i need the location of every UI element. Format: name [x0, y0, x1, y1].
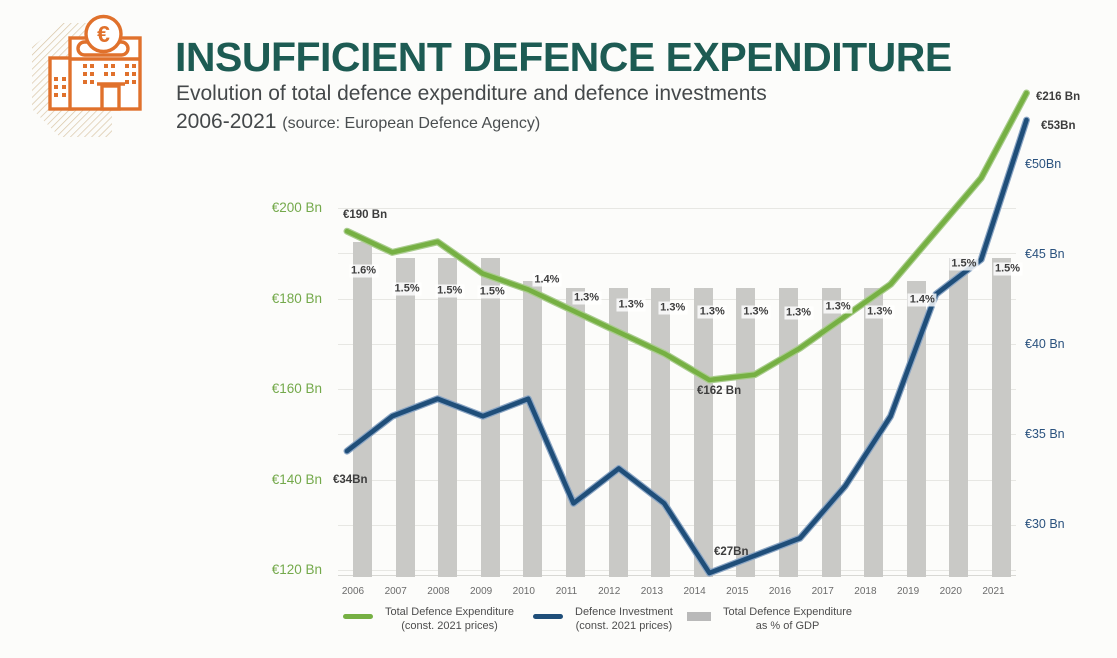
x-tick-2011: 2011: [555, 586, 578, 597]
bar-value-label-2017: 1.3%: [823, 300, 853, 314]
legend-label-sub: (const. 2021 prices): [575, 620, 673, 632]
x-tick-2013: 2013: [640, 586, 664, 597]
annotation-216bn: €216 Bn: [1036, 91, 1081, 103]
bar-2014: [693, 288, 713, 577]
bar-2017: [821, 288, 841, 577]
x-tick-2010: 2010: [512, 586, 535, 597]
legend-label: Total Defence Expenditure: [385, 606, 515, 618]
legend-label-sub: as % of GDP: [755, 620, 820, 632]
bar-2011: [566, 288, 585, 577]
right-axis-tick: €50Bn: [1025, 157, 1062, 171]
bar-value-label-2021: 1.5%: [992, 262, 1023, 276]
bar-2015: [736, 288, 756, 577]
bar-value-label-2019: 1.4%: [907, 293, 937, 307]
annotation-53bn: €53Bn: [1041, 120, 1076, 132]
bar-value-label-2015: 1.3%: [741, 305, 771, 319]
legend-item-gdp-share: Total Defence Expenditure as % of GDP: [687, 605, 852, 633]
annotation-34bn: €34Bn: [333, 474, 368, 486]
bar-value-label-2011: 1.3%: [571, 291, 602, 305]
bar-value-label-2010: 1.4%: [532, 273, 562, 287]
x-tick-2019: 2019: [896, 586, 920, 597]
right-axis-tick: €40 Bn: [1025, 337, 1065, 351]
euro-symbol: €: [97, 21, 110, 47]
annotation-27bn: €27Bn: [714, 546, 749, 558]
left-axis-tick: €180 Bn: [271, 290, 322, 306]
x-tick-2012: 2012: [598, 586, 621, 597]
bar-value-label-2018: 1.3%: [865, 305, 895, 319]
bar-2013: [651, 288, 671, 577]
bar-2016: [779, 288, 798, 577]
page-title: INSUFFICIENT DEFENCE EXPENDITURE: [175, 34, 952, 80]
legend-label-sub: (const. 2021 prices): [401, 620, 498, 632]
x-tick-2020: 2020: [939, 586, 962, 597]
right-axis-tick: €35 Bn: [1025, 427, 1065, 441]
bar-value-label-2012: 1.3%: [616, 298, 646, 312]
x-tick-2006: 2006: [341, 586, 365, 597]
right-axis-tick: €30 Bn: [1025, 517, 1065, 531]
bar-2012: [608, 288, 628, 577]
bar-2020: [949, 258, 969, 577]
bar-2006: [353, 242, 372, 577]
legend-item-total-expenditure: Total Defence Expenditure (const. 2021 p…: [343, 605, 514, 633]
x-tick-2009: 2009: [469, 586, 493, 597]
bar-2008: [438, 258, 458, 577]
gridline-190: [338, 253, 1016, 255]
bar-value-label-2020: 1.5%: [949, 257, 979, 271]
right-axis-tick: €45 Bn: [1025, 247, 1065, 261]
bar-value-label-2013: 1.3%: [658, 301, 688, 315]
x-tick-2017: 2017: [811, 586, 834, 597]
x-tick-2016: 2016: [768, 586, 792, 597]
bar-value-label-2007: 1.5%: [392, 282, 422, 296]
legend-swatch-expenditure: [343, 614, 373, 619]
bank-euro-icon: €: [12, 10, 162, 138]
bar-value-label-2016: 1.3%: [783, 306, 814, 320]
building-windows: [54, 64, 136, 97]
gridline-200: [338, 208, 1016, 209]
bar-2010: [523, 281, 543, 577]
annotation-162bn: €162 Bn: [697, 385, 742, 397]
legend-swatch-investment: [533, 614, 563, 619]
legend-item-investment: Defence Investment (const. 2021 prices): [533, 605, 673, 633]
left-axis-tick: €140 Bn: [271, 471, 322, 487]
x-tick-2015: 2015: [726, 586, 749, 597]
bar-value-label-2009: 1.5%: [477, 285, 507, 299]
subtitle-years: 2006-2021: [176, 110, 277, 133]
left-axis-tick: €160 Bn: [271, 381, 322, 396]
bar-2007: [395, 258, 415, 577]
x-tick-2014: 2014: [683, 586, 706, 597]
bar-value-label-2014: 1.3%: [697, 305, 727, 319]
x-tick-2018: 2018: [854, 586, 877, 597]
bar-value-label-2008: 1.5%: [435, 284, 465, 298]
bar-2018: [864, 288, 884, 577]
left-axis-tick: €120 Bn: [271, 562, 322, 577]
euro-coin: [84, 14, 123, 54]
bar-2021: [992, 258, 1011, 577]
legend-swatch-gdp-share: [687, 612, 711, 621]
legend-label: Defence Investment: [575, 606, 673, 618]
annotation-190bn: €190 Bn: [343, 209, 388, 221]
building-door: [100, 84, 121, 111]
bar-value-label-2006: 1.6%: [348, 264, 379, 278]
x-tick-2008: 2008: [427, 586, 450, 597]
legend-label: Total Defence Expenditure: [723, 606, 853, 618]
left-axis-tick: €200 Bn: [271, 200, 322, 215]
bar-2009: [480, 258, 500, 577]
x-tick-2007: 2007: [384, 586, 407, 597]
bar-2019: [906, 281, 926, 577]
x-tick-2021: 2021: [982, 586, 1005, 597]
